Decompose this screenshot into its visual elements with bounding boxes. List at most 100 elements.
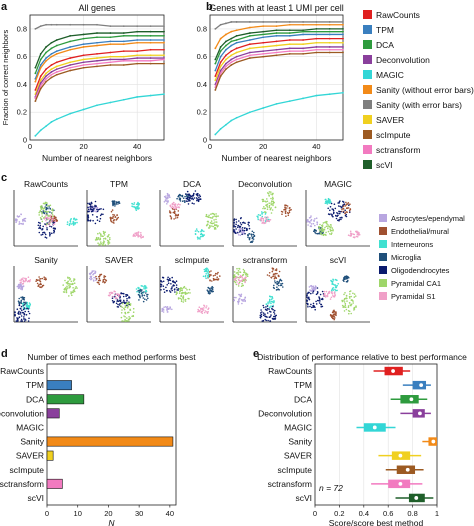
umap-point bbox=[208, 287, 210, 289]
umap-point bbox=[24, 320, 26, 322]
umap-point bbox=[349, 293, 351, 295]
umap-point bbox=[167, 277, 169, 279]
umap-point bbox=[121, 293, 123, 295]
umap-point bbox=[328, 292, 330, 294]
data-point bbox=[249, 39, 251, 41]
umap-grid: RawCounts TPM DCA Deconvolution MAGICSanity S… bbox=[14, 179, 465, 322]
umap-point bbox=[316, 221, 318, 223]
umap-point bbox=[42, 278, 44, 280]
data-point bbox=[262, 53, 264, 55]
umap-point bbox=[178, 298, 180, 300]
data-point bbox=[214, 28, 216, 30]
umap-point bbox=[164, 196, 166, 198]
umap-point bbox=[263, 221, 265, 223]
data-point bbox=[123, 43, 125, 45]
umap-point bbox=[66, 286, 68, 288]
data-point bbox=[236, 117, 238, 119]
umap-point bbox=[167, 196, 169, 198]
umap-point bbox=[273, 300, 275, 302]
umap-point bbox=[24, 281, 26, 283]
celltype-swatch bbox=[379, 266, 387, 274]
umap-point bbox=[290, 209, 292, 211]
umap-point bbox=[74, 278, 76, 280]
data-point bbox=[83, 61, 85, 63]
data-point bbox=[276, 45, 278, 47]
umap-point bbox=[269, 299, 271, 301]
umap-point bbox=[330, 213, 332, 215]
umap-point bbox=[143, 297, 145, 299]
umap-point bbox=[200, 312, 202, 314]
data-point bbox=[123, 35, 125, 37]
umap-point bbox=[67, 221, 69, 223]
umap-point bbox=[352, 302, 354, 304]
umap-point bbox=[312, 306, 314, 308]
umap-point bbox=[39, 226, 41, 228]
umap-point bbox=[314, 225, 316, 227]
umap-point bbox=[331, 230, 333, 232]
umap-point bbox=[15, 218, 17, 220]
data-point bbox=[150, 39, 152, 41]
umap-point bbox=[211, 222, 213, 224]
umap-point bbox=[200, 231, 202, 233]
umap-title: TPM bbox=[110, 179, 128, 189]
data-point bbox=[289, 100, 291, 102]
umap-point bbox=[265, 216, 267, 218]
umap-point bbox=[26, 314, 28, 316]
umap-point bbox=[95, 276, 97, 278]
series-line bbox=[215, 93, 343, 135]
umap-point bbox=[121, 317, 123, 319]
umap-point bbox=[112, 296, 114, 298]
umap-point bbox=[49, 234, 51, 236]
umap-point bbox=[344, 310, 346, 312]
umap-point bbox=[238, 234, 240, 236]
umap-point bbox=[141, 293, 143, 295]
umap-point bbox=[205, 307, 207, 309]
umap-point bbox=[38, 276, 40, 278]
data-point bbox=[51, 71, 53, 73]
umap-point bbox=[176, 206, 178, 208]
umap-point bbox=[350, 231, 352, 233]
umap-point bbox=[282, 283, 284, 285]
umap-point bbox=[331, 203, 333, 205]
umap-point bbox=[310, 215, 312, 217]
umap-point bbox=[273, 285, 275, 287]
umap-point bbox=[75, 286, 77, 288]
data-point bbox=[302, 50, 304, 52]
umap-point bbox=[14, 311, 16, 313]
umap-point bbox=[212, 287, 214, 289]
data-point bbox=[96, 60, 98, 62]
data-point bbox=[316, 31, 318, 33]
umap-point bbox=[137, 207, 139, 209]
data-point bbox=[225, 40, 227, 42]
umap-point bbox=[66, 290, 68, 292]
data-point bbox=[96, 42, 98, 44]
umap-point bbox=[126, 317, 128, 319]
data-point bbox=[136, 31, 138, 33]
umap-point bbox=[105, 238, 107, 240]
umap-point bbox=[121, 320, 123, 322]
umap-point bbox=[270, 277, 272, 279]
y-tick-label: 0.4 bbox=[197, 80, 207, 89]
umap-point bbox=[180, 298, 182, 300]
umap-point bbox=[171, 286, 173, 288]
data-point bbox=[51, 42, 53, 44]
data-point bbox=[150, 54, 152, 56]
umap-point bbox=[265, 222, 267, 224]
x-tick-label: 40 bbox=[312, 142, 320, 151]
umap-point bbox=[212, 213, 214, 215]
umap-point bbox=[49, 211, 51, 213]
umap-point bbox=[170, 215, 172, 217]
umap-point bbox=[198, 197, 200, 199]
umap-point bbox=[207, 271, 209, 273]
umap-point bbox=[123, 315, 125, 317]
umap-point bbox=[20, 313, 22, 315]
umap-point bbox=[215, 219, 217, 221]
data-point bbox=[262, 56, 264, 58]
x-axis-label: Number of nearest neighbors bbox=[42, 153, 152, 163]
umap-point bbox=[104, 234, 106, 236]
umap-point bbox=[316, 303, 318, 305]
umap-point bbox=[173, 202, 175, 204]
umap-point bbox=[122, 303, 124, 305]
umap-point bbox=[235, 224, 237, 226]
data-point bbox=[316, 52, 318, 54]
